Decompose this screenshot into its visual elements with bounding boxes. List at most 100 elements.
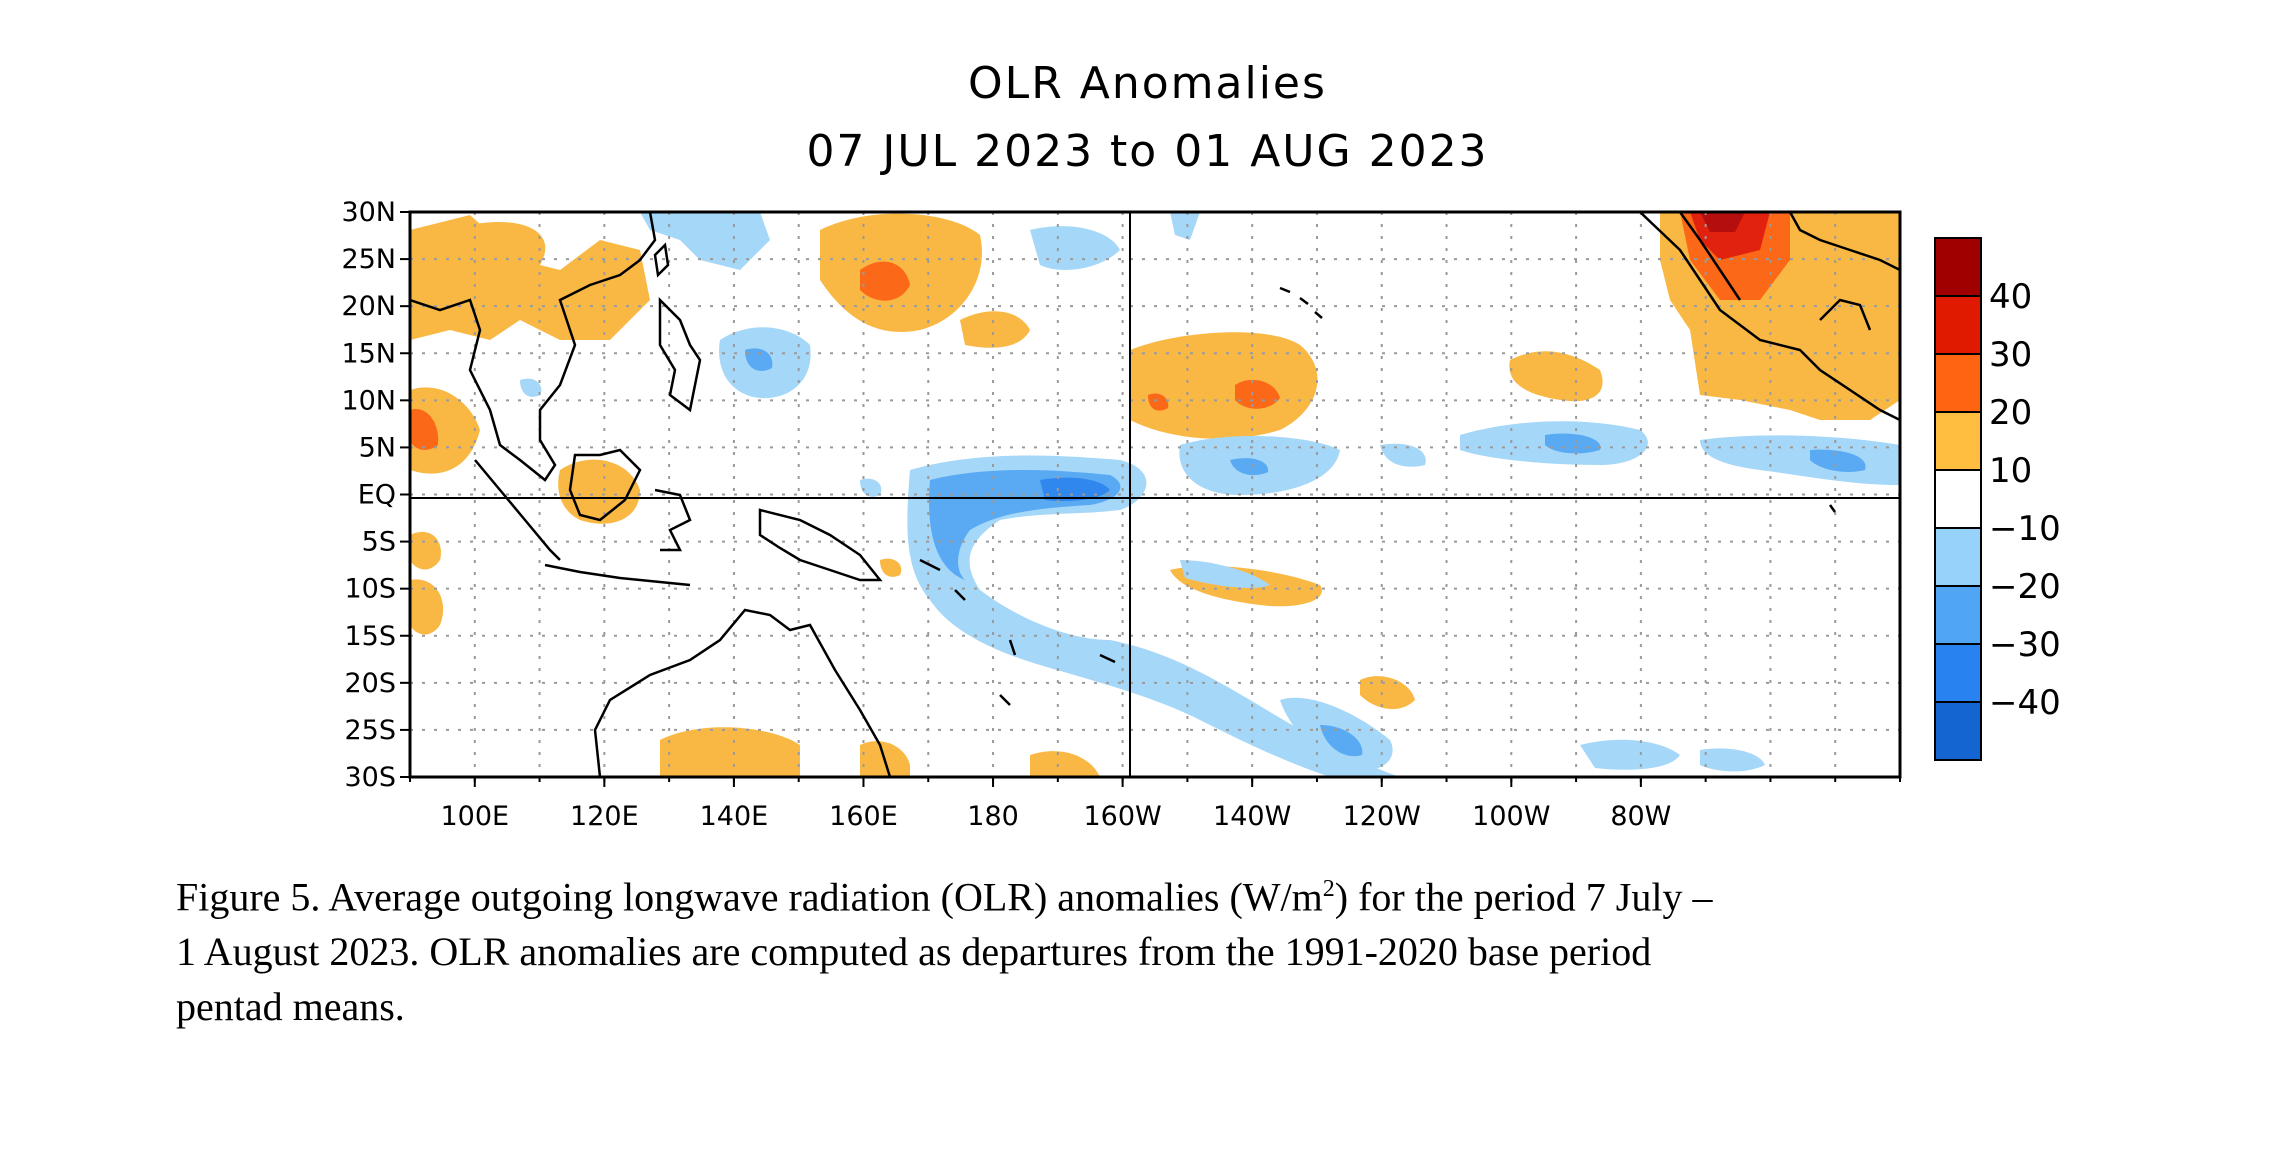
java-coastline [544, 563, 691, 587]
lat-tick-label: 25N [341, 244, 396, 275]
negative-anomaly-region [1545, 433, 1601, 454]
galapagos-coastline [1828, 504, 1837, 513]
positive-anomaly-region [860, 261, 910, 301]
lat-tick-label: EQ [358, 480, 396, 511]
yucatan-coastline [1819, 298, 1872, 331]
colorbar-swatch [1934, 237, 1982, 297]
australia-coastline [593, 608, 892, 777]
baja-coastline [1678, 212, 1742, 301]
hawaii-coastline [1279, 286, 1323, 319]
negative-anomaly-region [1320, 725, 1363, 757]
positive-anomaly-region [1235, 379, 1280, 409]
lat-tick-label: 5S [362, 527, 396, 558]
positive-anomaly-region [1030, 751, 1100, 777]
negative-anomaly-region [1040, 477, 1110, 502]
colorbar-swatch [1934, 353, 1982, 413]
negative-anomaly-region [520, 378, 542, 397]
positive-anomaly-region [1148, 393, 1169, 411]
figure-caption: Figure 5. Average outgoing longwave radi… [176, 862, 2176, 1034]
lat-tick-label: 20N [341, 291, 396, 322]
map-title: OLR Anomalies [968, 58, 1327, 109]
positive-anomaly-region [880, 558, 902, 577]
caption-superscript: 2 [1322, 876, 1335, 902]
lat-tick-label: 5N [359, 432, 396, 463]
negative-anomaly-region [1030, 226, 1120, 270]
lat-tick-label: 15N [341, 338, 396, 369]
negative-anomaly-region [1810, 449, 1866, 472]
negative-anomaly-region [1170, 212, 1200, 240]
colorbar-label: −30 [1989, 625, 2061, 665]
philippines-coastline [658, 296, 702, 413]
sulawesi-coastline [654, 488, 692, 552]
colorbar-label: −10 [1989, 509, 2061, 549]
colorbar-swatch [1934, 643, 1982, 703]
vanuatu-coastline [999, 639, 1017, 706]
positive-anomaly-region [1700, 212, 1745, 232]
new-guinea-coastline [758, 508, 883, 582]
colorbar-swatch [1934, 295, 1982, 355]
lat-tick-label: 15S [345, 621, 397, 652]
lat-tick-label: 10S [345, 574, 397, 605]
colorbar-swatch [1934, 585, 1982, 645]
colorbar-swatch [1934, 527, 1982, 587]
grid-lines [410, 212, 1900, 777]
longitude-axis: 100E 120E 140E 160E 180 160W 140W 120W 100W 80W [409, 777, 1901, 832]
lon-tick-label: 180 [967, 801, 1019, 832]
lat-tick-label: 20S [345, 668, 397, 699]
lon-tick-label: 80W [1610, 801, 1671, 832]
negative-anomaly-region [860, 478, 882, 497]
lon-tick-label: 120W [1343, 801, 1421, 832]
coastlines [410, 212, 1900, 777]
negative-anomaly-region [1180, 560, 1270, 588]
positive-anomaly-region [410, 531, 441, 570]
colorbar-swatch [1934, 411, 1982, 471]
positive-anomaly-region [410, 215, 650, 340]
colorbar-label: 20 [1989, 393, 2032, 433]
lon-tick-label: 100E [440, 801, 509, 832]
anomaly-shading [410, 212, 1900, 777]
positive-anomaly-region [960, 311, 1030, 348]
colorbar-label: −20 [1989, 567, 2061, 607]
positive-anomaly-region [660, 727, 800, 777]
negative-anomaly-region [745, 348, 773, 371]
negative-anomaly-region [1700, 435, 1900, 485]
positive-anomaly-region [1130, 332, 1318, 439]
gulf-coastline [1788, 212, 1900, 272]
lon-tick-label: 160W [1083, 801, 1161, 832]
lon-tick-label: 100W [1472, 801, 1550, 832]
colorbar-label: −40 [1989, 683, 2061, 723]
caption-line-1: Figure 5. Average outgoing longwave radi… [176, 874, 1713, 920]
lat-tick-label: 30S [345, 762, 397, 793]
lon-tick-label: 120E [570, 801, 639, 832]
lon-tick-label: 140E [700, 801, 769, 832]
colorbar: 40 30 20 10 −10 −20 −30 −40 [1934, 237, 2061, 761]
map-subtitle: 07 JUL 2023 to 01 AUG 2023 [806, 126, 1489, 177]
colorbar-label: 40 [1989, 277, 2032, 317]
colorbar-label: 30 [1989, 335, 2032, 375]
negative-anomaly-region [1580, 739, 1680, 770]
lon-tick-label: 160E [829, 801, 898, 832]
lon-tick-label: 140W [1213, 801, 1291, 832]
colorbar-swatch [1934, 469, 1982, 529]
colorbar-swatch [1934, 701, 1982, 761]
caption-line-3: pentad means. [176, 984, 405, 1030]
mexico-coastline [1639, 212, 1900, 422]
positive-anomaly-region [410, 409, 439, 450]
fiji-coastline [1099, 653, 1116, 664]
positive-anomaly-region [558, 459, 640, 524]
asia-coastline [410, 212, 657, 482]
negative-anomaly-region [1230, 458, 1269, 476]
positive-anomaly-region [1360, 676, 1415, 710]
positive-anomaly-region [410, 579, 444, 635]
solomon-islands-coastline [919, 558, 966, 601]
lat-tick-label: 25S [345, 715, 397, 746]
lat-tick-label: 30N [341, 197, 396, 228]
latitude-axis: 30N 25N 20N 15N 10N 5N EQ 5S 10S 15S 20S 25S 30S [341, 197, 410, 793]
positive-anomaly-region [410, 387, 480, 474]
lat-tick-label: 10N [341, 385, 396, 416]
taiwan-coastline [653, 242, 670, 278]
colorbar-label: 10 [1989, 451, 2032, 491]
sumatra-coastline [474, 459, 561, 561]
negative-anomaly-region [640, 212, 770, 270]
